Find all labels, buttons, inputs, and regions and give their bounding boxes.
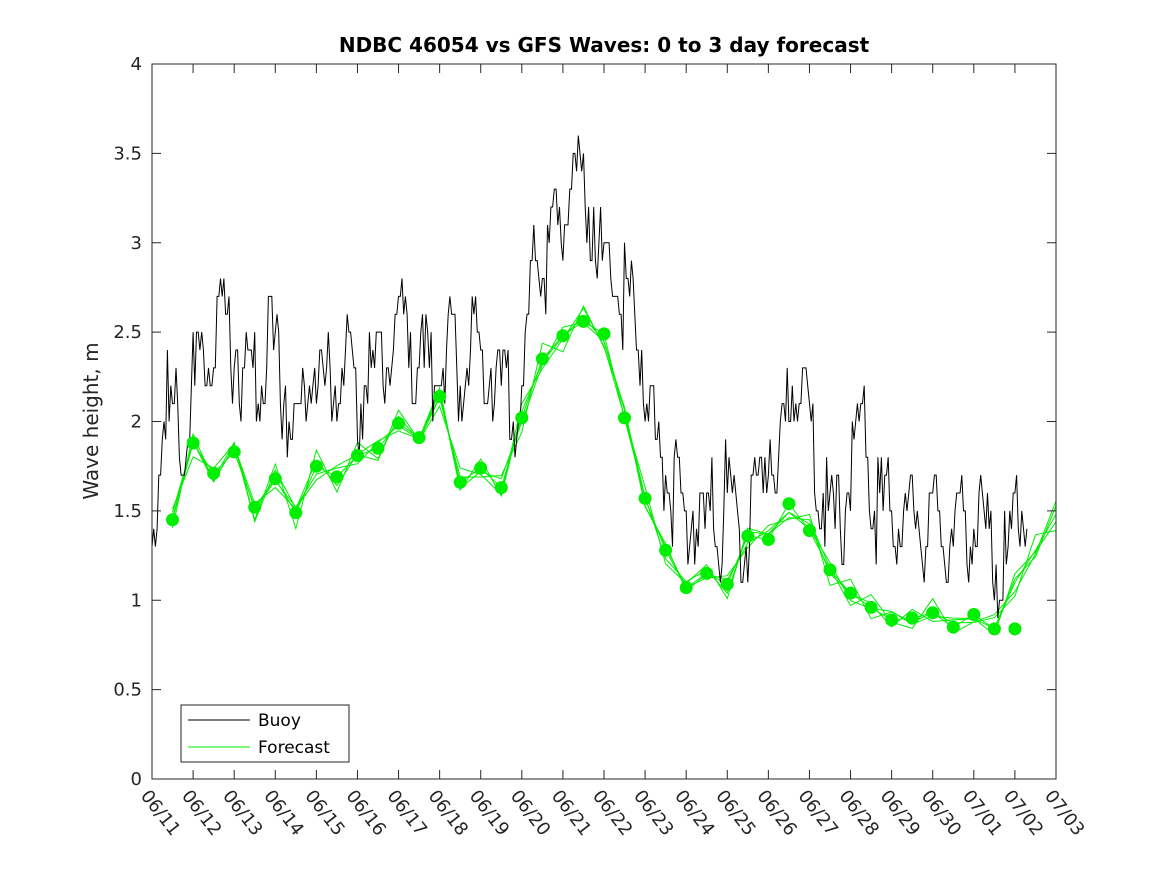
forecast-marker <box>926 606 940 620</box>
y-tick-label: 3.5 <box>113 143 142 164</box>
legend-forecast-label: Forecast <box>258 738 330 758</box>
forecast-marker <box>330 470 344 484</box>
forecast-marker <box>885 613 899 627</box>
y-axis: 0 0.5 1 1.5 2 2.5 3 3.5 4 <box>113 54 1056 790</box>
forecast-marker <box>659 543 673 557</box>
forecast-marker <box>494 481 508 495</box>
forecast-marker <box>351 449 364 462</box>
y-tick-label: 0.5 <box>113 680 142 701</box>
legend: Buoy Forecast <box>180 704 350 763</box>
forecast-marker <box>453 475 467 489</box>
y-tick-label: 3 <box>131 233 142 254</box>
forecast-marker <box>946 620 960 634</box>
forecast-marker <box>227 445 241 459</box>
forecast-marker <box>248 500 262 514</box>
forecast-marker <box>474 461 488 475</box>
forecast-marker <box>433 390 447 403</box>
forecast-marker <box>186 436 200 450</box>
forecast-marker <box>638 491 652 505</box>
forecast-marker <box>782 497 796 511</box>
chart-title: NDBC 46054 vs GFS Waves: 0 to 3 day fore… <box>339 33 870 57</box>
y-tick-label: 4 <box>131 54 142 75</box>
buoy-series <box>151 135 1028 619</box>
forecast-marker <box>597 327 611 341</box>
legend-box <box>180 704 350 763</box>
forecast-marker <box>761 533 775 546</box>
forecast-marker <box>700 566 714 580</box>
plot-area <box>152 64 1056 779</box>
buoy-line <box>151 135 1028 619</box>
forecast-marker <box>864 600 878 614</box>
forecast-marker <box>309 459 323 473</box>
forecast-marker <box>905 611 919 625</box>
forecast-markers <box>166 314 1022 636</box>
forecast-marker <box>392 416 405 430</box>
forecast-marker <box>823 563 837 577</box>
forecast-marker <box>720 577 734 591</box>
forecast-marker <box>741 529 755 543</box>
forecast-marker <box>987 622 1001 636</box>
forecast-marker <box>515 411 529 425</box>
y-tick-label: 1 <box>131 590 142 611</box>
legend-buoy-label: Buoy <box>258 711 301 731</box>
forecast-marker <box>967 608 981 621</box>
forecast-marker <box>679 581 693 595</box>
y-axis-label: Wave height, m <box>79 342 103 499</box>
forecast-member-line <box>172 315 1057 630</box>
forecast-marker <box>289 506 303 520</box>
forecast-marker <box>535 352 549 366</box>
y-tick-label: 1.5 <box>113 501 142 522</box>
forecast-marker <box>371 441 385 455</box>
forecast-marker <box>803 524 816 537</box>
forecast-marker <box>844 586 857 600</box>
forecast-marker <box>577 314 590 328</box>
forecast-member-line <box>172 307 1057 634</box>
forecast-marker <box>556 329 570 343</box>
y-tick-label: 0 <box>131 769 142 790</box>
forecast-marker <box>268 472 282 486</box>
y-tick-label: 2.5 <box>113 322 142 343</box>
forecast-marker <box>1008 622 1022 636</box>
y-tick-label: 2 <box>131 412 142 433</box>
forecast-marker <box>207 466 221 480</box>
forecast-marker <box>166 513 179 527</box>
forecast-marker <box>412 431 426 445</box>
forecast-marker <box>618 411 631 425</box>
